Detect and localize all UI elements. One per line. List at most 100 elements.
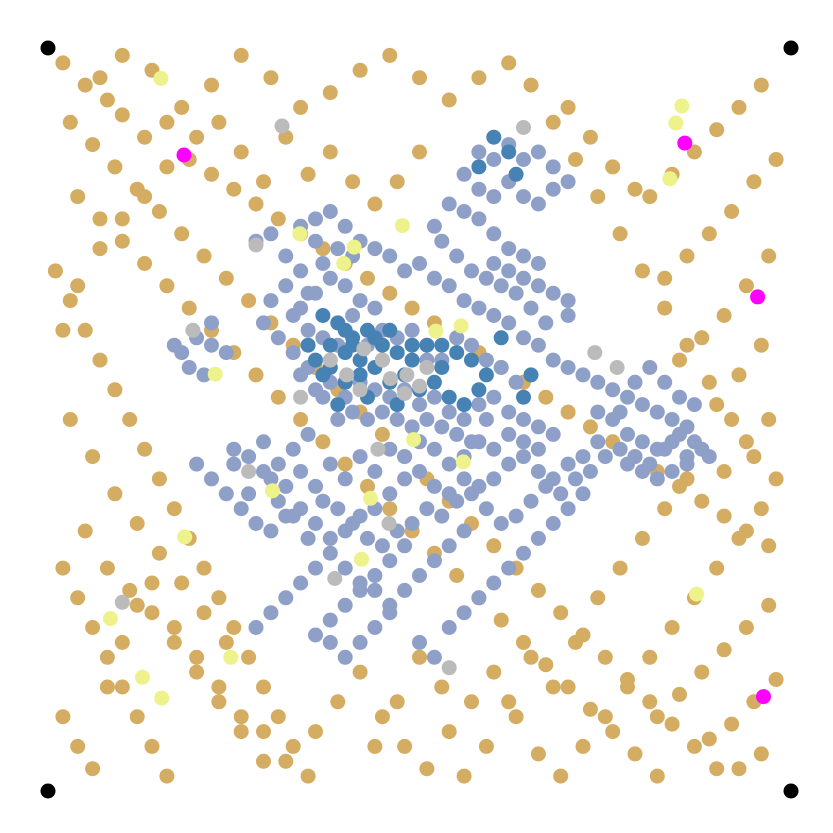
data-point-gray [248,237,264,253]
data-point-slate [530,144,546,160]
data-point-slate [315,256,331,271]
data-point-tan [501,694,517,710]
data-point-gray [399,367,415,383]
data-point-tan [516,634,531,650]
data-point-slate [486,189,502,205]
data-point-tan [293,412,309,427]
data-point-tan [701,731,717,747]
data-point-tan [530,582,546,598]
data-point-slate [241,486,257,502]
data-point-steelblue [367,330,383,346]
data-point-slate [360,530,375,546]
data-point-tan [218,270,234,286]
data-point-slate [486,308,502,323]
data-point-slate [508,285,524,301]
data-point-slate [530,278,546,294]
data-point-slate [404,419,420,435]
data-point-yellow [455,454,471,470]
data-point-yellow [223,649,239,665]
data-point-slate [374,404,390,420]
data-point-tan [501,55,517,71]
data-point-tan [99,560,115,576]
data-point-tan [709,761,725,777]
data-point-slate [397,449,413,465]
data-point-tan [85,761,101,777]
data-point-slate [270,330,286,346]
data-point-slate [382,248,398,264]
data-point-yellow [662,171,678,187]
data-point-slate [322,634,338,650]
data-point-slate [516,248,531,264]
data-point-slate [664,464,680,479]
data-point-slate [322,456,338,472]
data-point-tan [211,694,227,710]
data-point-slate [530,419,546,435]
data-point-tan [122,582,138,598]
data-point-tan [553,605,569,621]
data-point-tan [731,761,747,777]
data-point-slate [560,360,576,375]
series-black [40,40,799,799]
data-point-slate [456,293,472,309]
data-point-tan [174,99,190,115]
data-point-gray [441,660,457,676]
data-point-slate [590,434,606,450]
data-point-slate [686,397,702,413]
data-point-tan [367,196,383,212]
data-point-slate [382,553,398,569]
data-point-gray [327,571,343,586]
data-point-tan [768,152,784,167]
data-point-slate [530,530,546,546]
data-point-slate [501,241,517,257]
data-point-tan [761,538,777,554]
data-point-slate [493,360,509,375]
data-point-slate [441,278,457,294]
data-point-slate [523,300,539,316]
data-point-tan [85,620,101,635]
data-point-tan [263,70,279,86]
data-point-steelblue [315,367,331,383]
data-point-tan [256,174,271,190]
data-point-steelblue [330,397,346,413]
data-point-steelblue [523,367,539,383]
data-point-steelblue [471,159,487,175]
data-point-slate [412,634,427,650]
data-point-slate [516,270,531,286]
data-point-slate [560,293,576,309]
data-point-slate [352,449,368,465]
data-point-steelblue [389,345,405,361]
data-point-tan [47,263,63,279]
data-point-tan [77,322,93,338]
data-point-slate [486,471,502,487]
data-point-tan [85,449,101,465]
data-point-steelblue [508,166,524,182]
data-point-slate [471,397,487,413]
data-point-tan [768,471,784,487]
data-point-black [783,783,799,799]
data-point-steelblue [464,352,479,368]
data-point-gray [383,371,398,387]
data-point-tan [360,270,375,286]
data-point-slate [620,389,635,405]
data-point-tan [174,575,190,591]
data-point-tan [196,248,212,264]
data-point-tan [322,85,338,101]
data-point-tan [151,204,167,219]
data-point-slate [590,374,606,390]
data-point-tan [768,672,784,687]
data-point-tan [129,516,145,531]
data-point-tan [107,382,123,398]
data-point-tan [523,77,539,93]
data-point-tan [181,300,197,316]
data-point-slate [478,412,494,427]
data-point-tan [508,709,524,725]
data-point-slate [679,456,695,472]
data-point-slate [434,419,450,435]
data-point-slate [501,263,517,279]
data-point-tan [189,664,205,680]
data-point-slate [471,144,487,160]
data-point-tan [709,122,725,138]
data-point-slate [545,516,561,531]
data-point-slate [315,493,331,509]
